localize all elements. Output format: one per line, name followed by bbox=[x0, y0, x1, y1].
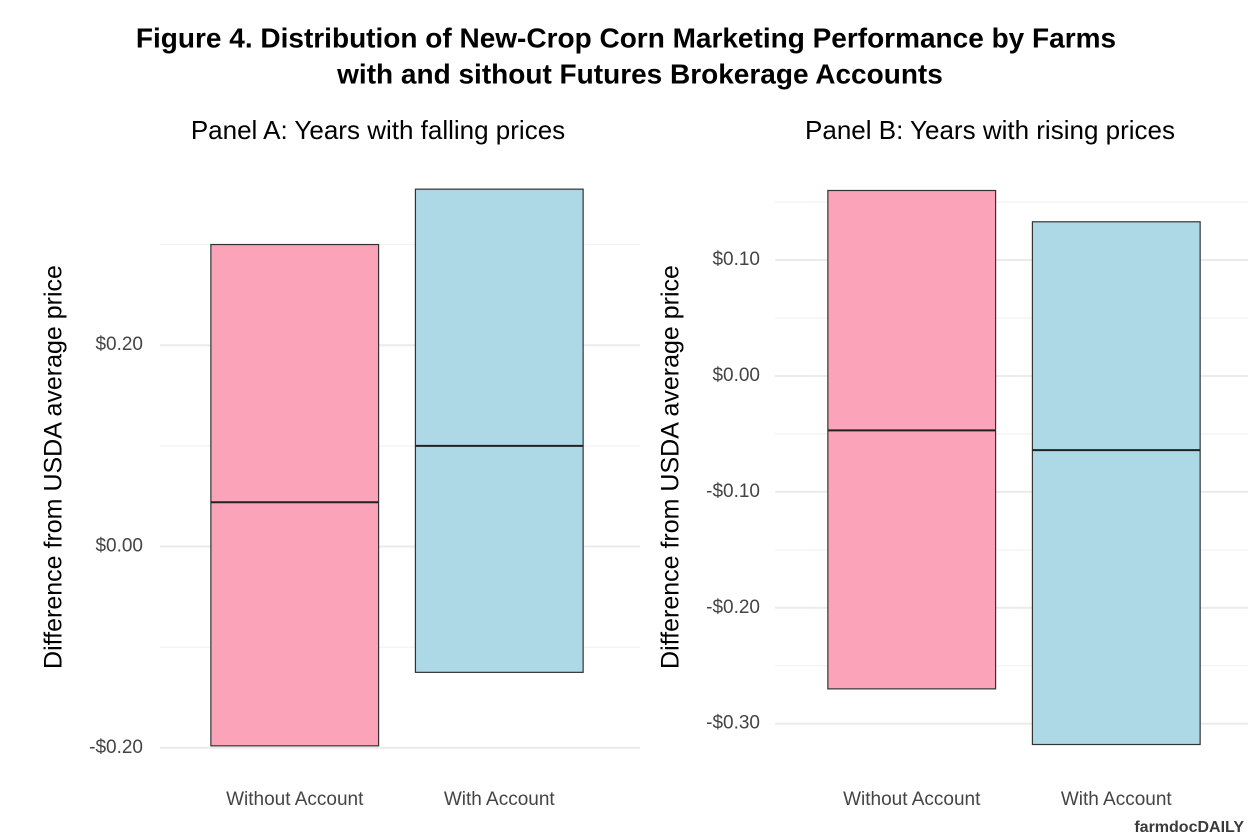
range-bar bbox=[414, 188, 584, 673]
range-bar bbox=[1031, 221, 1201, 746]
y-axis-label: Difference from USDA average price bbox=[40, 265, 68, 669]
x-tick-label: With Account bbox=[1061, 789, 1173, 810]
figure-title-line2: with and sithout Futures Brokerage Accou… bbox=[336, 58, 943, 89]
y-tick-label: -$0.20 bbox=[89, 737, 143, 758]
x-tick-label: Without Account bbox=[843, 789, 981, 810]
range-bar bbox=[827, 189, 997, 690]
y-tick-label: -$0.30 bbox=[706, 713, 760, 734]
figure-title: Figure 4. Distribution of New-Crop Corn … bbox=[136, 22, 1116, 53]
x-tick-label: With Account bbox=[444, 789, 556, 810]
y-axis-label: Difference from USDA average price bbox=[657, 265, 685, 669]
y-tick-label: $0.10 bbox=[712, 249, 760, 270]
y-tick-label: -$0.20 bbox=[706, 597, 760, 618]
y-tick-label: $0.00 bbox=[712, 365, 760, 386]
panel-title: Panel B: Years with rising prices bbox=[805, 115, 1175, 145]
y-tick-label: -$0.10 bbox=[706, 481, 760, 502]
y-tick-label: $0.20 bbox=[95, 334, 143, 355]
source-logo: farmdocDAILY bbox=[1134, 819, 1244, 836]
range-bar bbox=[210, 243, 380, 747]
y-tick-label: $0.00 bbox=[95, 536, 143, 557]
x-tick-label: Without Account bbox=[226, 789, 364, 810]
panel-title: Panel A: Years with falling prices bbox=[191, 115, 565, 145]
